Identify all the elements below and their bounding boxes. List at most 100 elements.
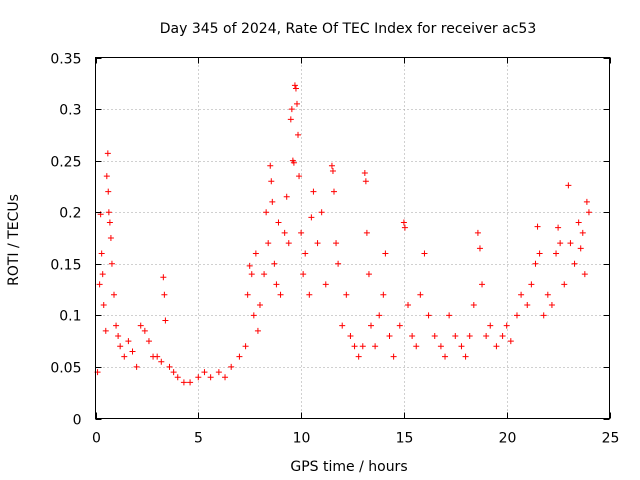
- data-point: [470, 302, 477, 309]
- data-point: [98, 250, 105, 257]
- data-point: [343, 291, 350, 298]
- data-point: [458, 343, 465, 350]
- data-point: [99, 271, 106, 278]
- data-point: [273, 281, 280, 288]
- data-point: [503, 322, 510, 329]
- data-point: [207, 374, 214, 381]
- data-point: [298, 229, 305, 236]
- data-point: [275, 219, 282, 226]
- data-point: [290, 159, 297, 166]
- data-point: [585, 209, 592, 216]
- data-point: [575, 219, 582, 226]
- data-point: [215, 369, 222, 376]
- data-point: [382, 250, 389, 257]
- data-point: [166, 363, 173, 370]
- data-point: [158, 358, 165, 365]
- data-point: [292, 85, 299, 92]
- data-point: [100, 302, 107, 309]
- data-point: [466, 332, 473, 339]
- data-point: [499, 332, 506, 339]
- y-tick-label: 0.25: [50, 155, 81, 171]
- data-point: [390, 353, 397, 360]
- data-point: [524, 302, 531, 309]
- data-point: [242, 343, 249, 350]
- data-point: [518, 291, 525, 298]
- x-tick-labels: 0 5 10 15 20 25: [92, 431, 619, 447]
- data-point: [308, 214, 315, 221]
- data-point: [293, 100, 300, 107]
- data-point: [121, 353, 128, 360]
- data-point: [368, 322, 375, 329]
- x-tick-label: 20: [499, 431, 517, 447]
- data-point: [222, 374, 229, 381]
- data-point: [565, 182, 572, 189]
- data-point: [113, 322, 120, 329]
- data-point: [413, 343, 420, 350]
- data-point: [107, 235, 114, 241]
- data-point: [145, 338, 152, 345]
- data-point: [285, 240, 292, 247]
- data-point: [161, 291, 168, 298]
- data-point: [306, 291, 313, 298]
- data-point: [476, 245, 483, 252]
- data-point: [405, 302, 412, 309]
- data-point: [170, 369, 177, 376]
- y-tick-label: 0.15: [50, 258, 81, 274]
- data-point: [442, 353, 449, 360]
- data-point: [137, 322, 144, 329]
- data-point: [544, 291, 551, 298]
- data-point: [250, 312, 257, 319]
- data-point: [322, 281, 329, 288]
- data-point: [362, 178, 369, 185]
- y-axis-label: ROTI / TECUs: [6, 194, 22, 286]
- data-point: [295, 131, 302, 138]
- data-point: [431, 332, 438, 339]
- data-point: [567, 240, 574, 247]
- data-point: [437, 343, 444, 350]
- data-point: [187, 379, 194, 386]
- chart-title: Day 345 of 2024, Rate Of TEC Index for r…: [160, 21, 536, 37]
- data-point: [283, 193, 290, 200]
- y-tick-label: 0.3: [59, 103, 81, 119]
- data-point: [265, 240, 272, 247]
- data-point: [536, 250, 543, 257]
- data-point: [365, 271, 372, 278]
- data-point: [256, 302, 263, 309]
- data-point: [228, 363, 235, 370]
- data-point: [267, 162, 274, 169]
- data-point: [351, 343, 358, 350]
- data-point: [271, 260, 278, 267]
- data-point: [446, 312, 453, 319]
- data-point: [329, 167, 336, 174]
- data-point: [296, 173, 303, 180]
- x-tick-label: 25: [602, 431, 620, 447]
- data-point: [115, 332, 122, 339]
- data-point: [106, 219, 113, 226]
- x-tick-label: 15: [396, 431, 414, 447]
- plot-frame: [95, 57, 610, 419]
- data-point: [555, 224, 562, 231]
- data-point: [581, 271, 588, 278]
- data-point: [310, 188, 317, 195]
- data-point: [263, 209, 270, 216]
- data-point: [291, 82, 298, 89]
- data-point: [246, 262, 253, 269]
- data-point: [287, 116, 294, 123]
- data-point: [277, 291, 284, 298]
- data-point: [361, 170, 368, 177]
- data-point: [483, 332, 490, 339]
- x-tick-label: 0: [92, 431, 101, 447]
- data-point: [400, 219, 407, 226]
- data-point: [105, 209, 112, 216]
- data-point: [462, 353, 469, 360]
- data-point: [479, 281, 486, 288]
- data-point: [372, 343, 379, 350]
- data-point: [363, 229, 370, 236]
- y-tick-label: 0.2: [59, 206, 81, 222]
- data-point: [425, 312, 432, 319]
- data-point: [328, 162, 335, 169]
- data-point: [493, 343, 500, 350]
- data-point: [452, 332, 459, 339]
- data-point: [261, 271, 268, 278]
